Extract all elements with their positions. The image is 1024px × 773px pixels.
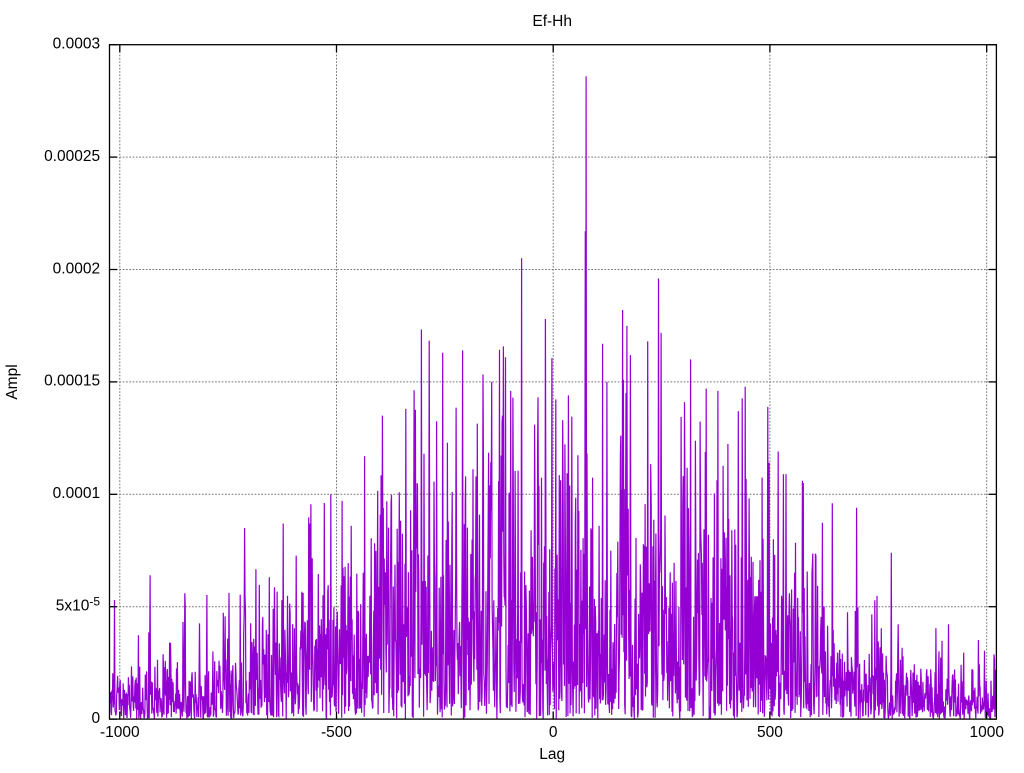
svg-text:5x10-5: 5x10-5 xyxy=(56,594,101,614)
svg-text:Lag: Lag xyxy=(539,746,565,763)
svg-text:Ampl: Ampl xyxy=(4,364,21,399)
svg-text:1000: 1000 xyxy=(969,724,1004,741)
svg-text:0: 0 xyxy=(91,710,100,727)
svg-text:0: 0 xyxy=(549,724,558,741)
svg-text:0.00025: 0.00025 xyxy=(44,148,100,165)
svg-text:0.0003: 0.0003 xyxy=(53,36,100,53)
svg-text:0.0001: 0.0001 xyxy=(53,485,100,502)
svg-text:-500: -500 xyxy=(321,724,352,741)
svg-text:-1000: -1000 xyxy=(100,724,140,741)
svg-text:0.0002: 0.0002 xyxy=(53,260,100,277)
svg-text:500: 500 xyxy=(757,724,783,741)
svg-text:Ef-Hh: Ef-Hh xyxy=(532,13,572,30)
svg-text:0.00015: 0.00015 xyxy=(44,373,100,390)
